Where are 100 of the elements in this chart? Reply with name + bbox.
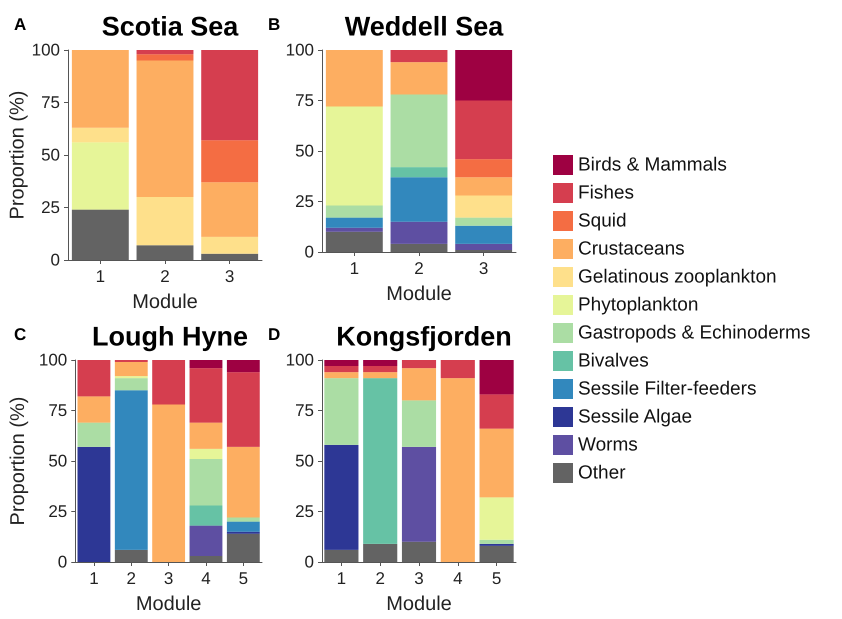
y-tick-label: 0 [58,552,68,572]
x-tick-label: 1 [350,259,360,278]
bar [190,368,222,423]
legend-label: Squid [578,210,627,232]
y-tick-label: 25 [41,198,60,217]
bar [136,50,194,54]
x-tick-label: 2 [414,259,424,278]
y-tick-label: 25 [48,502,68,521]
bar [152,404,186,562]
bar [114,550,148,562]
y-tick-label: 25 [295,502,314,521]
bar [201,254,258,260]
bar [402,446,436,542]
bar [201,236,258,254]
x-tick-label: 1 [336,569,346,588]
bar [390,62,448,94]
legend-label: Birds & Mammals [578,154,727,176]
x-tick-label: 3 [414,569,424,588]
bar [480,540,514,544]
bar [455,159,512,178]
y-axis-title: Proportion (%) [6,90,29,220]
bar [201,182,258,237]
bar [390,167,448,178]
bar [78,446,110,562]
bar [114,378,148,390]
text: C [14,325,26,344]
x-tick-label: 2 [375,569,385,588]
x-tick-label: 3 [164,569,174,588]
legend-label: Gastropods & Echinoderms [578,322,810,344]
x-tick-label: 2 [126,569,136,588]
bar [324,366,358,372]
bar [201,50,258,140]
y-tick-label: 100 [38,350,68,370]
bar [326,206,383,218]
legend-label: Phytoplankton [578,294,698,316]
x-tick-label: 4 [453,569,463,588]
bar [363,366,398,372]
bar [480,394,514,429]
bar [390,244,448,252]
legend-label: Fishes [578,182,634,204]
x-tick-label: 5 [492,569,502,588]
legend-label: Other [578,462,626,484]
y-tick-label: 50 [41,146,60,164]
bar [455,195,512,218]
bar [480,546,514,562]
bar [402,542,436,562]
bar [190,556,222,562]
bar [455,244,512,250]
x-tick-label: 4 [201,569,211,588]
bar [455,177,512,196]
bar [136,245,194,260]
bar [390,177,448,222]
bar [455,100,512,160]
chart-title: Scotia Sea [102,12,240,42]
bar [190,526,222,556]
bar [402,400,436,447]
y-tick-label: 0 [304,242,314,262]
text: B [268,15,280,34]
bar [390,94,448,168]
y-tick-label: 25 [295,192,314,211]
y-tick-label: 0 [304,552,314,572]
y-tick-label: 100 [32,40,60,60]
x-tick-label: 3 [478,259,488,278]
bar [363,360,398,366]
bar [72,142,129,210]
chart-title: Kongsfjorden [336,322,512,352]
bar [226,446,260,518]
bar [72,50,129,128]
bar [390,50,448,62]
bar [72,210,129,260]
bar [455,50,512,100]
y-tick-label: 50 [48,452,68,470]
y-axis-title: Proportion (%) [7,396,29,526]
bar [190,505,222,526]
bar [480,497,514,540]
bar [190,448,222,459]
chart-title: Weddell Sea [344,12,504,42]
bar [440,378,475,562]
x-tick-label: 1 [89,569,99,588]
text: A [14,15,26,34]
chart-title: Lough Hyne [92,322,248,352]
bar [326,106,383,206]
bar [190,458,222,506]
bar [363,544,398,562]
bar [324,444,358,550]
bar [324,378,358,445]
bar [455,218,512,226]
bar [136,54,194,60]
x-axis-title: Module [386,593,452,615]
x-axis-title: Module [386,283,452,305]
bar [326,50,383,107]
y-tick-label: 100 [286,350,314,370]
bar [190,422,222,449]
bar [402,368,436,400]
bar [78,396,110,423]
bar [440,360,475,378]
bar [72,128,129,142]
bar [78,360,110,396]
bar [114,362,148,376]
bar [324,360,358,366]
